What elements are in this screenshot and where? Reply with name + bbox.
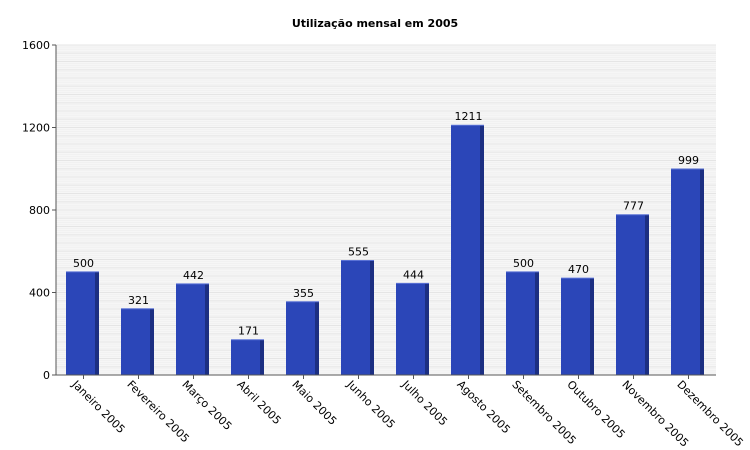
x-tick-label: Outubro 2005 — [564, 378, 627, 441]
bar-side — [315, 301, 319, 375]
bar — [616, 214, 649, 375]
x-tick-label: Abril 2005 — [234, 378, 283, 427]
bar-side — [645, 214, 649, 375]
bar — [341, 260, 374, 375]
bar-value-label: 171 — [238, 325, 259, 338]
bar-value-label: 355 — [293, 287, 314, 300]
bar-value-label: 500 — [513, 257, 534, 270]
bar — [561, 278, 594, 375]
y-tick-label: 400 — [29, 287, 50, 300]
bar-value-label: 555 — [348, 246, 369, 259]
x-tick-label: Junho 2005 — [344, 377, 398, 431]
y-axis: 0 400 800 1200 1600 — [22, 39, 57, 382]
bar-side — [480, 125, 484, 375]
bar-side — [370, 260, 374, 375]
x-tick-label: Maio 2005 — [289, 378, 339, 428]
bar-series: 500 321 442 171 355 555 444 1211 500 470 777 999 — [66, 110, 704, 375]
bar-value-label: 321 — [128, 294, 149, 307]
bar-value-label: 470 — [568, 263, 589, 276]
y-tick-label: 1200 — [22, 122, 50, 135]
bar — [506, 271, 539, 375]
bar — [121, 308, 154, 375]
bar-side — [700, 168, 704, 375]
x-tick-label: Agosto 2005 — [454, 378, 512, 436]
bar — [231, 339, 264, 375]
bar — [286, 301, 319, 375]
bar-side — [150, 308, 154, 375]
bar-side — [205, 283, 209, 375]
bar-value-label: 444 — [403, 268, 424, 281]
bar-side — [535, 271, 539, 375]
bar — [66, 271, 99, 375]
x-tick-label: Janeiro 2005 — [69, 377, 128, 436]
y-tick-label: 0 — [43, 369, 50, 382]
bar — [671, 168, 704, 375]
plot-grid — [56, 44, 716, 376]
bar-side — [260, 339, 264, 375]
bar-value-label: 1211 — [455, 110, 483, 123]
bar-side — [425, 283, 429, 375]
y-tick-label: 1600 — [22, 39, 50, 52]
bar-side — [95, 271, 99, 375]
bar-side — [590, 278, 594, 375]
y-tick-label: 800 — [29, 204, 50, 217]
chart-title: Utilização mensal em 2005 — [292, 17, 458, 30]
bar — [176, 283, 209, 375]
x-tick-label: Julho 2005 — [399, 377, 450, 428]
bar-value-label: 500 — [73, 257, 94, 270]
x-tick-label: Março 2005 — [179, 378, 234, 433]
bar-value-label: 999 — [678, 154, 699, 167]
bar — [396, 283, 429, 375]
bar-value-label: 442 — [183, 269, 204, 282]
bar — [451, 125, 484, 375]
bar-value-label: 777 — [623, 200, 644, 213]
